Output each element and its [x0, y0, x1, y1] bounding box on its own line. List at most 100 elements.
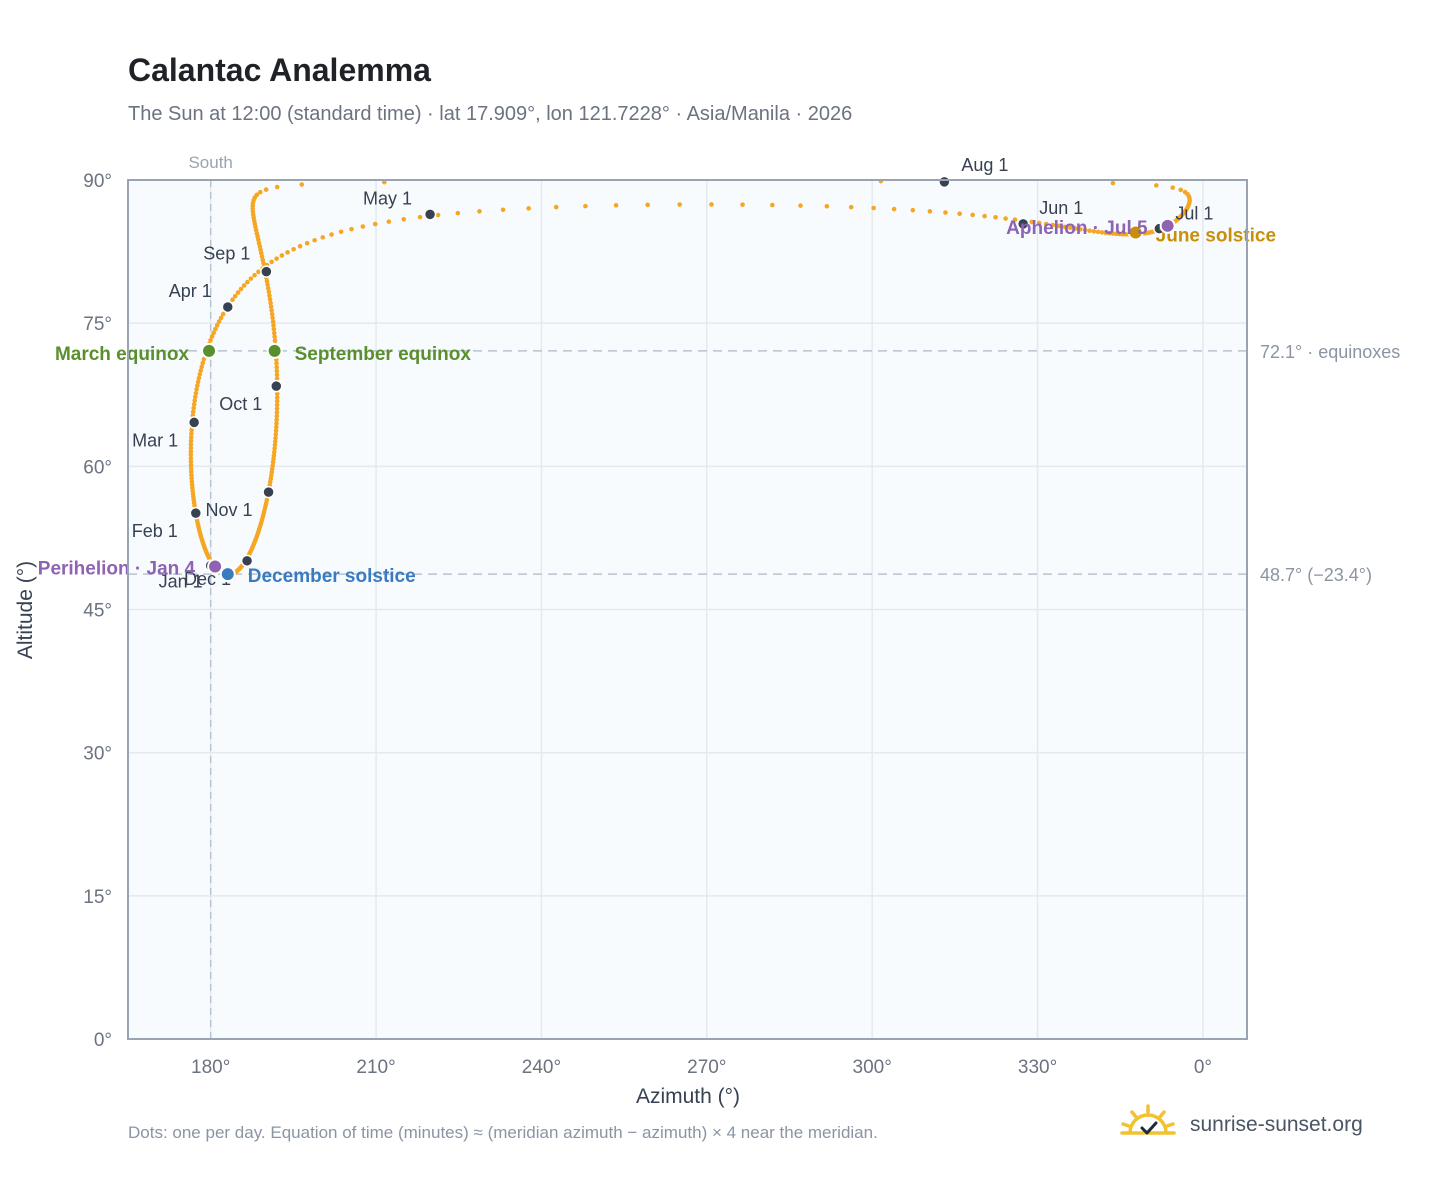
day-dot	[245, 279, 250, 285]
day-dot	[798, 203, 803, 208]
month-marker-label: Feb 1	[132, 521, 178, 541]
event-label: March equinox	[55, 344, 190, 365]
day-dot	[274, 402, 280, 408]
day-dot	[271, 456, 276, 462]
day-dot	[198, 368, 204, 373]
day-dot	[188, 459, 194, 465]
day-dot	[1029, 219, 1034, 225]
day-dot	[265, 285, 271, 291]
day-dot	[268, 304, 274, 309]
brand[interactable]: sunrise-sunset.org	[1120, 1100, 1363, 1150]
day-dot	[583, 203, 588, 209]
month-marker	[189, 506, 203, 520]
day-dot	[270, 315, 275, 321]
day-dot	[1056, 223, 1062, 229]
day-dot	[272, 338, 278, 343]
day-dot	[553, 204, 559, 210]
meridian-label: South	[188, 153, 232, 172]
day-dot	[270, 319, 276, 324]
month-marker	[423, 208, 437, 221]
day-dot	[269, 308, 274, 313]
x-axis-label: Azimuth (°)	[636, 1085, 740, 1108]
day-dot	[191, 402, 197, 407]
day-dot	[417, 214, 423, 220]
day-dot	[274, 256, 279, 261]
day-dot	[188, 435, 194, 440]
day-dot	[199, 364, 205, 370]
month-marker-label: Jun 1	[1039, 198, 1083, 218]
day-dot	[299, 182, 305, 187]
day-dot	[264, 278, 270, 284]
day-dot	[269, 259, 274, 265]
x-tick-label: 330°	[1018, 1057, 1057, 1078]
day-dot	[271, 323, 276, 328]
day-dot	[220, 311, 226, 317]
day-dot	[1178, 187, 1184, 193]
event-marker	[201, 342, 218, 359]
day-dot	[188, 438, 194, 444]
event-label: December solstice	[248, 566, 416, 587]
day-dot	[455, 210, 461, 216]
day-dot	[677, 202, 682, 207]
month-marker-label: Nov 1	[206, 500, 253, 520]
day-dot	[267, 293, 272, 298]
day-dot	[188, 456, 194, 461]
y-tick-label: 60°	[83, 457, 112, 478]
day-dot	[273, 435, 278, 441]
day-dot	[267, 296, 273, 302]
day-dot	[401, 217, 407, 222]
day-dot	[248, 276, 254, 281]
day-dot	[477, 209, 482, 214]
day-dot	[257, 189, 263, 195]
day-dot	[252, 272, 257, 278]
event-marker	[1159, 217, 1176, 234]
month-marker	[938, 175, 951, 189]
month-marker	[1016, 217, 1030, 231]
day-dot	[274, 184, 280, 190]
event-marker	[266, 342, 283, 359]
day-dot	[993, 215, 998, 220]
day-dot	[197, 371, 203, 377]
day-dot	[1182, 189, 1188, 195]
month-marker-label: Dec 1	[184, 569, 231, 589]
day-dot	[188, 452, 194, 458]
day-dot	[943, 210, 948, 215]
month-marker-label: Sep 1	[203, 244, 250, 264]
day-dot	[320, 235, 326, 240]
day-dot	[238, 286, 244, 292]
month-marker	[260, 265, 273, 278]
sun-logo-icon	[1120, 1104, 1176, 1135]
y-tick-label: 45°	[83, 601, 112, 622]
day-dot	[201, 356, 207, 362]
day-dot	[1036, 220, 1042, 226]
day-dot	[256, 269, 261, 275]
day-dot	[372, 221, 378, 227]
day-dot	[272, 334, 277, 340]
day-dot	[871, 205, 876, 211]
day-dot	[189, 427, 194, 433]
day-dot	[211, 330, 216, 336]
day-dot	[274, 376, 280, 381]
day-dot	[274, 421, 279, 426]
day-dot	[740, 202, 745, 207]
day-dot	[360, 224, 366, 229]
day-dot	[273, 432, 279, 437]
x-tick-label: 210°	[356, 1057, 395, 1078]
day-dot	[291, 246, 296, 252]
day-dot	[263, 187, 269, 192]
day-dot	[193, 390, 199, 396]
day-dot	[526, 206, 531, 211]
day-dot	[1078, 227, 1083, 232]
day-dot	[268, 300, 273, 306]
reference-line-label: 72.1° · equinoxes	[1260, 342, 1400, 362]
day-dot	[272, 442, 278, 448]
day-dot	[232, 293, 238, 299]
day-dot	[192, 398, 198, 403]
day-dot	[196, 375, 202, 381]
day-dot	[1082, 227, 1088, 233]
day-dot	[241, 283, 247, 288]
day-dot	[189, 472, 194, 478]
day-dot	[338, 229, 344, 235]
day-dot	[261, 261, 266, 266]
day-dot	[274, 364, 279, 370]
